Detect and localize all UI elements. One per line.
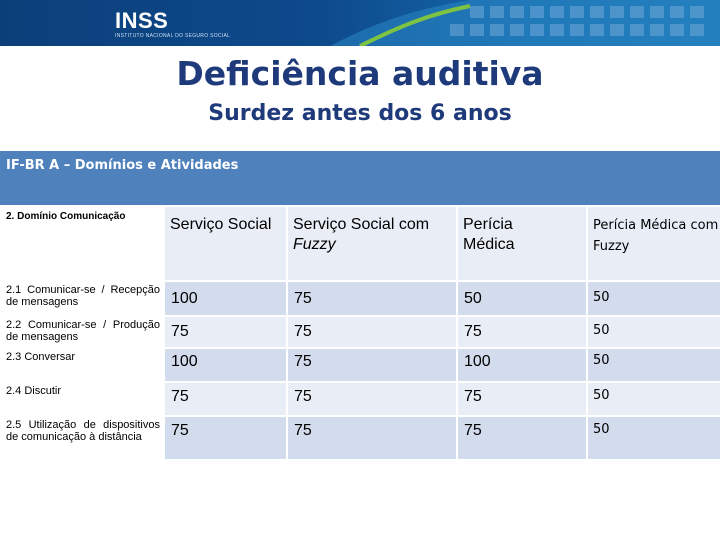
score-cell: 50 [593,388,610,403]
column-label-italic: Fuzzy [293,236,336,253]
domain-header-cell: 2. Domínio Comunicação [0,205,165,282]
column-label: Serviço Social com [293,216,430,233]
column-header-servico-social: Serviço Social [163,205,288,282]
table-row: 2.3 Conversar 100 75 100 50 [0,347,720,383]
inss-logo-subtitle: INSTITUTO NACIONAL DO SEGURO SOCIAL [115,33,231,39]
table-row: 2.2 Comunicar-se / Produção de mensagens… [0,315,720,349]
table-row: 2.5 Utilização de dispositivos de comuni… [0,415,720,461]
score-cell: 75 [294,353,312,370]
column-header-pericia-medica: Perícia Médica [456,205,588,282]
score-cell: 75 [464,323,482,340]
assessment-table: 2. Domínio Comunicação Serviço Social Se… [0,205,720,461]
score-cell: 100 [171,290,198,307]
activity-label: 2.5 Utilização de dispositivos de comuni… [6,419,160,443]
table-row: 2.1 Comunicar-se / Recepção de mensagens… [0,280,720,317]
activity-label: 2.3 Conversar [6,351,76,363]
score-cell: 75 [464,388,482,405]
score-cell: 75 [294,290,312,307]
score-cell: 50 [593,290,610,305]
page-title: Deficiência auditiva [176,54,544,93]
score-cell: 75 [294,323,312,340]
score-cell: 75 [171,388,189,405]
inss-logo: INSS [115,8,169,33]
banner-decoration [330,0,720,46]
score-cell: 50 [593,422,610,437]
score-cell: 75 [464,422,482,439]
section-bar: IF-BR A – Domínios e Atividades [0,151,720,205]
column-header-pericia-medica-fuzzy: Perícia Médica com Fuzzy [586,205,720,282]
page-subtitle: Surdez antes dos 6 anos [208,101,512,126]
score-cell: 100 [171,353,198,370]
activity-label: 2.2 Comunicar-se / Produção de mensagens [6,319,160,343]
column-label: Perícia Médica com Fuzzy [593,218,719,254]
score-cell: 75 [294,422,312,439]
score-cell: 75 [171,422,189,439]
score-cell: 75 [294,388,312,405]
table-row: 2.4 Discutir 75 75 75 50 [0,381,720,417]
score-cell: 50 [464,290,482,307]
score-cell: 75 [171,323,189,340]
score-cell: 50 [593,323,610,338]
table-header-row: 2. Domínio Comunicação Serviço Social Se… [0,205,720,282]
activity-label: 2.4 Discutir [6,385,62,397]
domain-header: 2. Domínio Comunicação [6,211,126,222]
header-banner: INSS INSTITUTO NACIONAL DO SEGURO SOCIAL [0,0,720,46]
section-title: IF-BR A – Domínios e Atividades [6,158,239,173]
score-cell: 50 [593,353,610,368]
column-header-servico-social-fuzzy: Serviço Social com Fuzzy [286,205,458,282]
activity-label: 2.1 Comunicar-se / Recepção de mensagens [6,284,160,308]
score-cell: 100 [464,353,491,370]
column-label: Perícia Médica [463,216,515,253]
column-label: Serviço Social [170,216,272,233]
